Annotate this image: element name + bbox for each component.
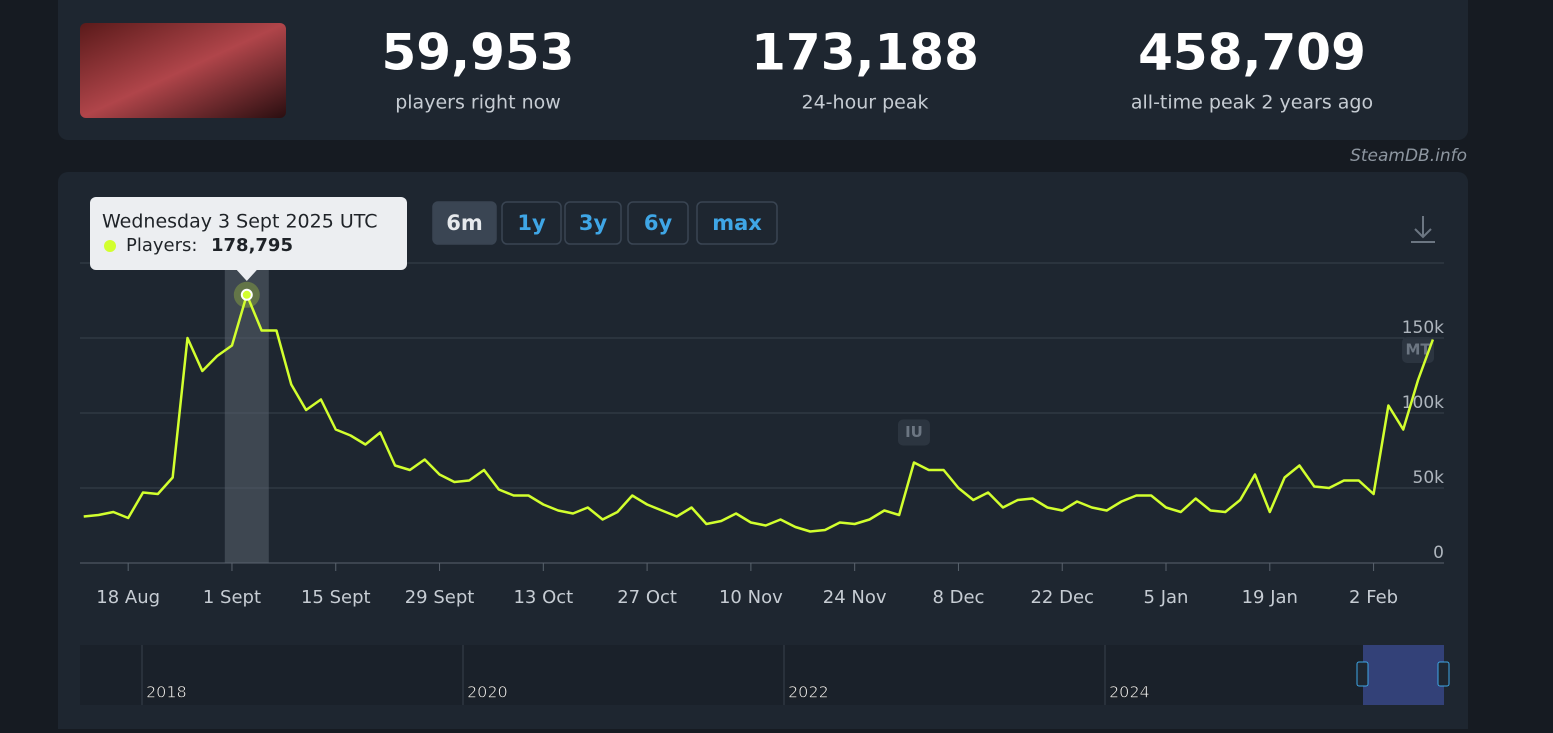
range-button-label[interactable]: 3y (579, 211, 608, 235)
range-button[interactable] (696, 201, 778, 245)
line-series (83, 293, 1435, 533)
x-tick-label: 1 Sept (203, 587, 261, 608)
tooltip-box (90, 197, 407, 270)
stats-card (58, 0, 1468, 140)
x-tick-label: 2 Feb (1349, 587, 1398, 608)
x-tick-label: 8 Dec (932, 587, 984, 608)
navigator-selection[interactable] (1363, 645, 1444, 705)
navigator-label: 2022 (788, 683, 829, 702)
x-tick-label: 10 Nov (719, 587, 783, 608)
range-button-label[interactable]: 1y (517, 211, 546, 235)
range-button-label[interactable]: max (712, 211, 762, 235)
annotation-text: IU (905, 423, 923, 441)
stat-label: all-time peak 2 years ago (1131, 92, 1373, 114)
navigator (80, 645, 1444, 705)
navigator-label: 2020 (467, 683, 508, 702)
stat-label: 24-hour peak (802, 92, 929, 114)
chart-card (58, 172, 1468, 733)
hover-point (240, 288, 253, 301)
y-tick-label: 50k (1413, 468, 1445, 488)
x-tick-label: 29 Sept (405, 587, 475, 608)
tooltip-dot (104, 240, 116, 252)
tooltip-label: Players: (126, 235, 197, 256)
tooltip-title: Wednesday 3 Sept 2025 UTC (102, 211, 378, 233)
navigator-handle[interactable] (1356, 661, 1369, 687)
annotation-text: MT (1405, 341, 1431, 359)
credit: SteamDB.info (1350, 146, 1467, 166)
range-button-label[interactable]: 6y (644, 211, 673, 235)
x-tick-label: 18 Aug (96, 587, 160, 608)
download-icon[interactable] (1411, 216, 1435, 243)
x-tick-label: 13 Oct (513, 587, 573, 608)
game-image (80, 23, 286, 118)
tooltip-pointer (236, 270, 257, 281)
y-tick-label: 150k (1402, 318, 1444, 338)
navigator-label: 2018 (146, 683, 187, 702)
x-tick-label: 19 Jan (1242, 587, 1298, 608)
y-tick-label: 0 (1433, 543, 1444, 563)
x-tick-label: 22 Dec (1030, 587, 1093, 608)
navigator-label: 2024 (1109, 683, 1150, 702)
hover-band (224, 263, 269, 563)
x-tick-label: 5 Jan (1144, 587, 1189, 608)
range-button[interactable] (564, 201, 622, 245)
range-button[interactable] (627, 201, 689, 245)
stat-value: 458,709 (1138, 24, 1366, 82)
stat-value: 59,953 (382, 24, 575, 82)
range-button[interactable] (501, 201, 562, 245)
annotation-badge (897, 419, 930, 446)
stat-label: players right now (395, 92, 561, 114)
range-button-label[interactable]: 6m (446, 211, 483, 235)
range-button[interactable] (432, 201, 497, 245)
x-tick-label: 15 Sept (301, 587, 371, 608)
navigator-handle[interactable] (1437, 661, 1450, 687)
x-tick-label: 27 Oct (617, 587, 677, 608)
tooltip-value: 178,795 (211, 235, 293, 256)
stat-value: 173,188 (751, 24, 979, 82)
x-tick-label: 24 Nov (823, 587, 887, 608)
